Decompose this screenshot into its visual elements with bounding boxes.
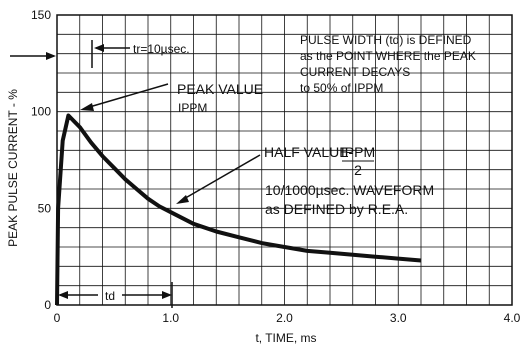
pulse-note-line4: to 50% of IPPM — [300, 81, 383, 95]
half-value-numerator: IPPM — [341, 144, 375, 160]
rise-time-label: tr=10µsec. — [133, 42, 190, 56]
plot-frame — [56, 14, 513, 306]
pulse-note-line2: as the POINT WHERE the PEAK — [300, 49, 476, 63]
y-tick-label: 0 — [44, 298, 51, 312]
peak-value-annotation: PEAK VALUE IPPM — [80, 81, 263, 115]
y-tick-label: 50 — [38, 201, 52, 215]
x-tick-label: 2.0 — [276, 311, 293, 325]
pulse-width-annotation: td — [58, 282, 173, 308]
y-tick-label: 100 — [31, 105, 51, 119]
half-value-label: HALF VALUE- — [264, 144, 354, 160]
half-value-annotation: HALF VALUE- IPPM 2 — [176, 144, 375, 204]
series-line — [55, 113, 422, 306]
pulse-note-line3: CURRENT DECAYS — [300, 65, 410, 79]
pulse-width-label: td — [105, 289, 115, 303]
waveform-label-line1: 10/1000µsec. WAVEFORM — [265, 182, 434, 198]
half-value-denominator: 2 — [354, 162, 362, 178]
rise-time-annotation: tr=10µsec. — [10, 40, 190, 68]
x-tick-label: 3.0 — [390, 311, 407, 325]
y-axis-label: PEAK PULSE CURRENT - % — [6, 89, 20, 247]
pulse-note-line1: PULSE WIDTH (td) is DEFINED — [300, 33, 472, 47]
x-tick-label: 0 — [54, 311, 61, 325]
y-tick-label: 150 — [31, 8, 51, 22]
peak-value-sublabel: IPPM — [178, 101, 207, 115]
tick-labels: 0 1.0 2.0 3.0 4.0 0 50 100 150 — [31, 8, 521, 325]
pulse-width-note: PULSE WIDTH (td) is DEFINED as the POINT… — [300, 33, 476, 95]
x-tick-label: 4.0 — [504, 311, 521, 325]
x-tick-label: 1.0 — [162, 311, 179, 325]
peak-value-label: PEAK VALUE — [177, 81, 263, 97]
waveform-label-line2: as DEFINED by R.E.A. — [265, 201, 408, 217]
x-axis-label: t, TIME, ms — [255, 331, 316, 345]
